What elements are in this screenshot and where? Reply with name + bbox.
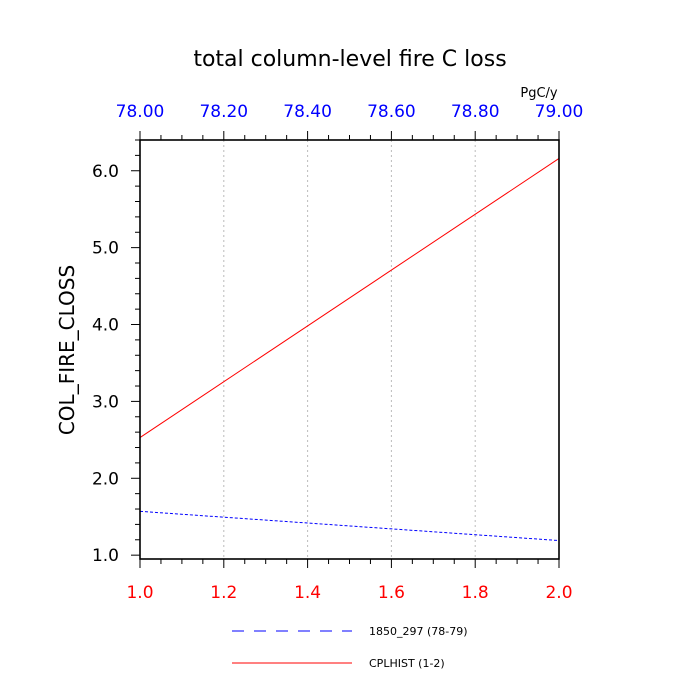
- series-line: [139, 158, 560, 438]
- y-tick-label: 6.0: [92, 162, 119, 182]
- y-tick-label: 4.0: [92, 316, 119, 336]
- y-axis-label: COL_FIRE_CLOSS: [55, 265, 79, 435]
- y-tick-label: 2.0: [92, 469, 119, 489]
- x-top-tick-label: 78.20: [199, 102, 248, 122]
- y-tick-label: 1.0: [92, 546, 119, 566]
- plot-frame: [139, 139, 560, 560]
- grid-lines: [223, 140, 476, 559]
- y-tick-label: 5.0: [92, 239, 119, 259]
- legend-label: 1850_297 (78-79): [369, 625, 468, 638]
- x-top-tick-label: 78.80: [451, 102, 500, 122]
- series-layer: [139, 158, 560, 542]
- units-label: PgC/y: [520, 86, 558, 101]
- legend: 1850_297 (78-79) CPLHIST (1-2): [232, 625, 468, 670]
- x-top-tick-label: 78.60: [367, 102, 416, 122]
- x-tick-label: 1.2: [210, 583, 237, 603]
- chart-title: total column-level fire C loss: [193, 47, 506, 72]
- axes: 1.0 1.2 1.4 1.6 1.8 2.0 78.00 78.20 78.40 78.60 78…: [92, 102, 583, 603]
- x-top-tick-label: 78.40: [283, 102, 332, 122]
- y-tick-label: 3.0: [92, 392, 119, 412]
- x-tick-label: 1.8: [462, 583, 489, 603]
- x-tick-label: 1.0: [126, 583, 153, 603]
- x-tick-label: 1.4: [294, 583, 321, 603]
- x-top-tick-label: 79.00: [535, 102, 584, 122]
- x-tick-label: 2.0: [545, 583, 572, 603]
- legend-label: CPLHIST (1-2): [369, 657, 445, 670]
- series-line: [139, 510, 560, 542]
- x-top-tick-label: 78.00: [116, 102, 165, 122]
- x-tick-label: 1.6: [378, 583, 405, 603]
